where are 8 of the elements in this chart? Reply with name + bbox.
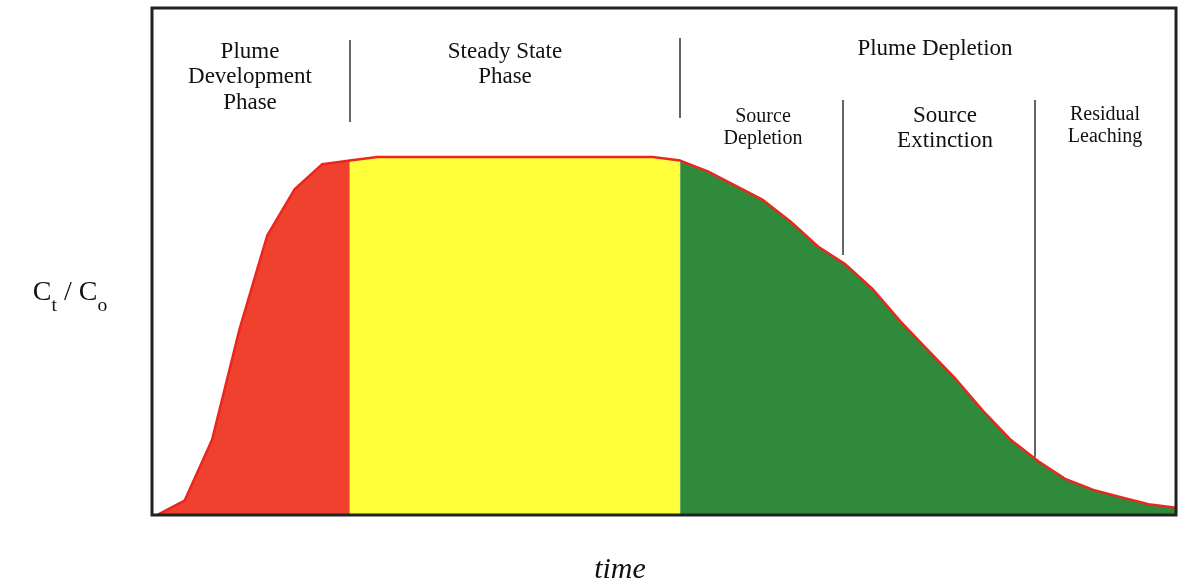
text: Plume Depletion [857, 35, 1014, 60]
source-note: Source Extinction [897, 102, 994, 153]
y-axis-title: C$_{t}$ / C$_{o}$ [32, 275, 108, 315]
text: Residual Leaching [1067, 102, 1143, 147]
x-axis-title: time [594, 551, 646, 584]
text: Plume Development Phase [188, 38, 313, 114]
source-note: Source Depletion [723, 104, 803, 149]
text: Steady State Phase [447, 38, 563, 89]
